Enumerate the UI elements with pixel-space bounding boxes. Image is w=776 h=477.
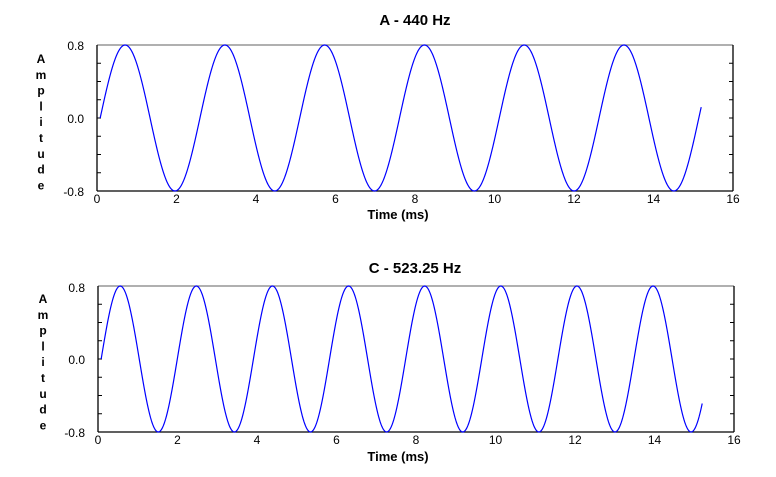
x-axis-label: Time (ms) — [367, 207, 428, 222]
y-tick-label-mid: 0.0 — [67, 112, 84, 126]
plot-frame — [96, 44, 734, 192]
x-tick-label: 2 — [173, 192, 180, 206]
x-tick-label: 12 — [568, 433, 582, 447]
x-tick-label: 10 — [488, 192, 502, 206]
x-tick-label: 2 — [174, 433, 181, 447]
y-axis-label-letter: u — [39, 387, 46, 401]
chart-title: A - 440 Hz — [379, 12, 450, 29]
y-axis-label-letter: u — [37, 147, 44, 161]
y-axis-label-letter: e — [38, 178, 45, 192]
y-axis-label-letter: d — [37, 163, 44, 177]
x-tick-label: 6 — [332, 192, 339, 206]
y-axis-label-letter: m — [38, 308, 49, 322]
chart-title: C - 523.25 Hz — [369, 260, 462, 277]
y-axis-label-letter: t — [39, 131, 43, 145]
x-tick-label: 16 — [727, 433, 741, 447]
y-tick-label-bottom: -0.8 — [63, 185, 84, 199]
y-axis-label-letter: A — [37, 52, 46, 66]
y-axis-label-letter: l — [39, 99, 42, 113]
y-tick-label-bottom: -0.8 — [64, 426, 85, 440]
y-axis-label-letter: i — [39, 115, 42, 129]
y-axis-label-letter: e — [40, 418, 47, 432]
x-tick-label: 8 — [412, 192, 419, 206]
x-tick-labels: 0 2 4 6 8 10 12 14 16 — [94, 192, 740, 206]
y-axis-label-letter: m — [36, 68, 47, 82]
x-tick-label: 0 — [94, 192, 101, 206]
x-tick-label: 0 — [95, 433, 102, 447]
y-axis-label-letter: A — [39, 292, 48, 306]
y-tick-label-top: 0.8 — [68, 281, 85, 295]
y-axis-label-letter: l — [41, 339, 44, 353]
y-tick-label-top: 0.8 — [67, 39, 84, 53]
y-axis-label-letter: t — [41, 371, 45, 385]
y-axis-label-letter: p — [39, 324, 46, 338]
y-axis-label-letter: p — [37, 84, 44, 98]
sine-wave-line — [99, 44, 702, 192]
y-axis-label-letter: d — [39, 403, 46, 417]
x-tick-label: 8 — [413, 433, 420, 447]
x-tick-label: 6 — [333, 433, 340, 447]
x-tick-labels: 0 2 4 6 8 10 12 14 16 — [95, 433, 741, 447]
x-tick-label: 4 — [254, 433, 261, 447]
plot-frame — [97, 285, 735, 433]
x-tick-label: 12 — [567, 192, 581, 206]
sine-wave-line — [100, 285, 703, 433]
x-tick-label: 4 — [253, 192, 260, 206]
y-axis-label-letter: i — [41, 355, 44, 369]
x-tick-label: 16 — [726, 192, 740, 206]
x-tick-label: 10 — [489, 433, 503, 447]
x-tick-label: 14 — [647, 192, 661, 206]
x-axis-label: Time (ms) — [367, 449, 428, 464]
y-tick-label-mid: 0.0 — [68, 353, 85, 367]
x-tick-label: 14 — [648, 433, 662, 447]
